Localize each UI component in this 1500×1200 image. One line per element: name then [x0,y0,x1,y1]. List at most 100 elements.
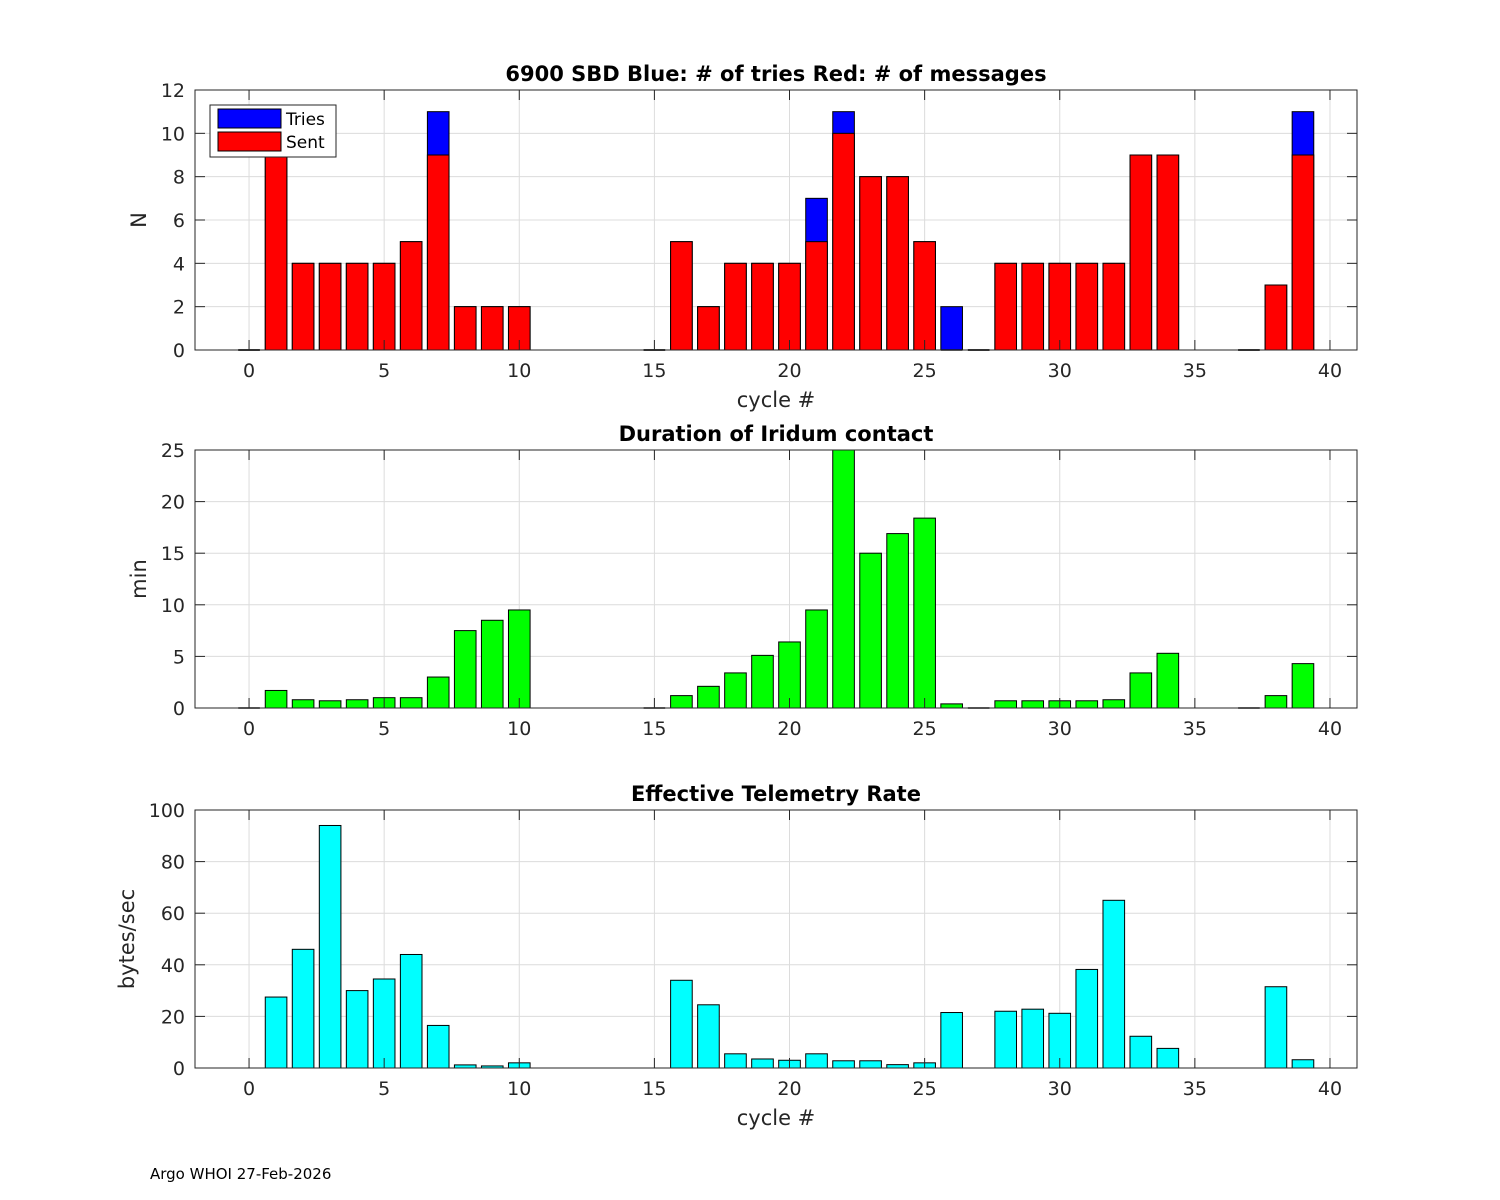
x-tick-label: 40 [1318,718,1342,740]
bar-duration-cycle-26 [940,703,963,709]
bar-sent-cycle-25 [913,241,936,351]
x-tick-label: 30 [1048,718,1072,740]
bar-duration-cycle-18 [724,672,747,709]
y-tick-label: 20 [161,1006,185,1028]
x-tick-label: 10 [507,360,531,382]
bar-duration-cycle-33 [1129,672,1153,709]
x-tick-label: 35 [1183,360,1207,382]
x-tick-label: 5 [378,360,390,382]
y-tick-label: 8 [173,167,185,189]
y-tick-label: 0 [173,1058,185,1080]
panel-duration: 0 5 10 15 20 25 30 35 40 0 5 10 15 20 25 Duration of Ir… [127,422,1358,740]
bar-rate-cycle-4 [345,990,369,1069]
bar-rate-cycle-34 [1156,1047,1180,1069]
bar-sent-cycle-34 [1156,154,1180,351]
panel-tries-sent: 0 5 10 15 20 25 30 35 40 0 2 4 6 8 10 12 6900 SBD Blue: … [127,62,1358,412]
bar-tries-cycle-26 [940,306,963,351]
y-tick-label: 10 [161,595,185,617]
legend-label-sent: Sent [286,133,325,153]
bar-sent-cycle-7 [426,154,450,351]
x-tick-label: 15 [642,718,666,740]
bar-rate-cycle-21 [805,1053,828,1069]
bar-duration-cycle-17 [697,685,720,709]
x-tick-label: 0 [243,1078,255,1100]
x-tick-label: 10 [507,1078,531,1100]
bar-duration-cycle-38 [1264,695,1288,709]
bar-rate-cycle-16 [670,979,693,1069]
bar-sent-cycle-31 [1075,262,1099,351]
bar-sent-cycle-38 [1264,284,1288,351]
bar-rate-cycle-28 [994,1010,1018,1069]
y-tick-label: 0 [173,698,185,720]
bar-duration-cycle-28 [994,700,1018,709]
bar-duration-cycle-3 [318,700,342,709]
y-tick-label: 80 [161,852,185,874]
bar-sent-cycle-6 [399,241,423,351]
footer-note: Argo WHOI 27-Feb-2026 [150,1165,332,1183]
bar-sent-cycle-20 [778,262,801,351]
bar-duration-cycle-8 [453,630,477,709]
bar-rate-cycle-32 [1102,899,1126,1069]
x-tick-label: 25 [913,1078,937,1100]
bar-sent-cycle-21 [805,241,828,351]
bar-sent-cycle-24 [886,176,909,351]
bar-sent-cycle-32 [1102,262,1126,351]
bar-rate-cycle-5 [372,978,396,1069]
bar-sent-cycle-39 [1291,154,1315,351]
bar-rate-cycle-2 [291,948,315,1069]
x-tick-label: 5 [378,1078,390,1100]
bar-rate-cycle-19 [751,1058,774,1069]
y-tick-label: 100 [149,800,185,822]
x-axis-label: cycle # [737,388,816,412]
bar-duration-cycle-32 [1102,699,1126,709]
bar-rate-cycle-26 [940,1012,963,1069]
y-tick-label: 12 [161,80,185,102]
bar-duration-cycle-22 [832,449,855,709]
bar-rate-cycle-38 [1264,986,1288,1069]
panel-telemetry-rate: 0 5 10 15 20 25 30 35 40 0 20 40 60 80 100 Effective Te… [115,782,1358,1130]
legend-swatch-tries [217,108,282,129]
bar-rate-cycle-3 [318,824,342,1069]
bar-sent-cycle-33 [1129,154,1153,351]
y-tick-label: 20 [161,492,185,514]
x-tick-label: 20 [777,718,801,740]
bar-rate-cycle-33 [1129,1035,1153,1069]
bar-duration-cycle-1 [264,689,288,709]
x-tick-label: 20 [777,1078,801,1100]
bar-duration-cycle-39 [1291,663,1315,709]
bar-duration-cycle-4 [345,699,369,709]
x-tick-label: 30 [1048,360,1072,382]
y-axis-label: bytes/sec [115,889,139,989]
legend: Tries Sent [209,104,337,158]
chart-title: Effective Telemetry Rate [631,782,921,806]
bar-sent-cycle-5 [372,262,396,351]
legend-label-tries: Tries [285,110,325,130]
bar-duration-cycle-31 [1075,700,1099,709]
y-tick-label: 10 [161,123,185,145]
bar-sent-cycle-23 [859,176,882,351]
bar-sent-cycle-4 [345,262,369,351]
y-axis-label: N [127,212,151,228]
plot-area [195,810,1357,1068]
y-tick-label: 5 [173,646,185,668]
bar-duration-cycle-21 [805,609,828,709]
x-tick-label: 40 [1318,1078,1342,1100]
x-tick-label: 0 [243,360,255,382]
y-tick-label: 25 [161,440,185,462]
bar-rate-cycle-23 [859,1060,882,1069]
bar-rate-cycle-18 [724,1053,747,1069]
bar-duration-cycle-7 [426,676,450,709]
x-tick-label: 10 [507,718,531,740]
bar-duration-cycle-29 [1021,700,1045,709]
plot-area [195,450,1357,708]
bar-sent-cycle-8 [453,306,477,351]
chart-title: 6900 SBD Blue: # of tries Red: # of mess… [505,62,1046,86]
y-tick-label: 40 [161,955,185,977]
chart-title: Duration of Iridum contact [619,422,934,446]
bar-sent-cycle-16 [670,241,693,351]
bar-sent-cycle-17 [697,306,720,351]
y-tick-label: 6 [173,210,185,232]
bar-rate-cycle-7 [426,1024,450,1069]
y-axis-label: min [127,559,151,599]
x-tick-label: 25 [913,360,937,382]
